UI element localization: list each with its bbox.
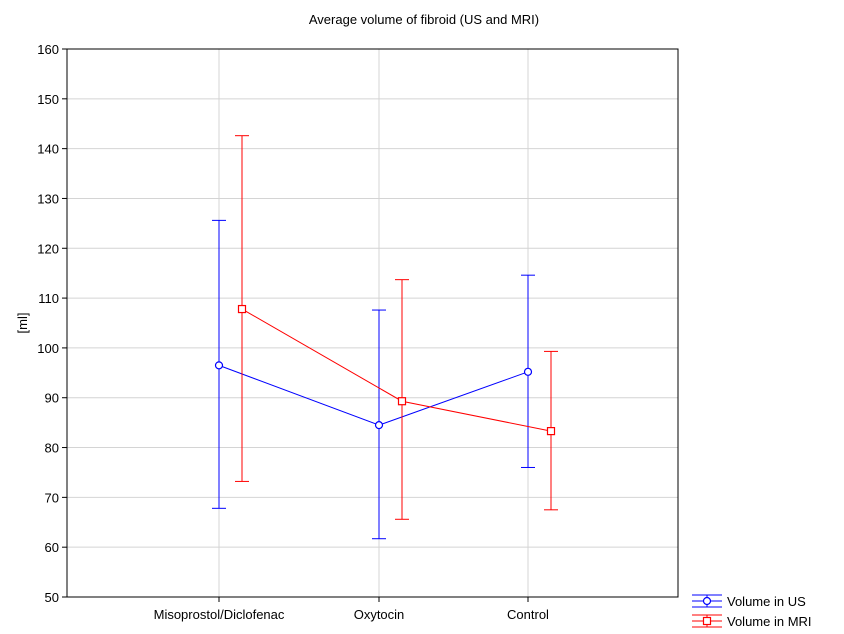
legend-label: Volume in US: [727, 594, 806, 609]
y-tick-label: 60: [45, 540, 59, 555]
y-tick-label: 90: [45, 391, 59, 406]
y-tick-label: 80: [45, 441, 59, 456]
data-point: [237, 304, 247, 314]
data-point: [523, 367, 533, 376]
y-tick-label: 150: [37, 92, 59, 107]
series-layer: [212, 135, 558, 540]
x-axis-ticks: Misoprostol/Diclofenac Oxytocin Control: [154, 597, 549, 622]
legend-item-us: Volume in US: [692, 594, 806, 609]
series-line: [218, 364, 529, 426]
data-point: [214, 361, 224, 370]
y-tick-label: 130: [37, 191, 59, 206]
legend-label: Volume in MRI: [727, 614, 812, 629]
data-point: [397, 397, 407, 406]
legend-marker: [702, 616, 712, 626]
y-tick-label: 140: [37, 142, 59, 157]
legend: Volume in US Volume in MRI: [692, 594, 812, 629]
x-tick-label: Oxytocin: [354, 607, 405, 622]
y-axis-label: [ml]: [15, 313, 30, 334]
legend-item-mri: Volume in MRI: [692, 614, 812, 629]
y-tick-label: 100: [37, 341, 59, 356]
chart-title: Average volume of fibroid (US and MRI): [309, 12, 539, 27]
y-axis-ticks: 50 60 70 80 90 100 110 120 130 140 150 160: [37, 42, 67, 605]
y-tick-label: 70: [45, 490, 59, 505]
y-tick-label: 50: [45, 590, 59, 605]
data-point: [374, 421, 384, 430]
y-tick-label: 120: [37, 241, 59, 256]
series-us: [212, 219, 535, 540]
legend-marker: [702, 596, 712, 606]
y-tick-label: 160: [37, 42, 59, 57]
series-line: [241, 308, 552, 432]
data-point: [546, 427, 556, 436]
x-tick-label: Control: [507, 607, 549, 622]
grid-lines: [67, 49, 678, 597]
series-mri: [235, 135, 558, 520]
y-tick-label: 110: [38, 291, 59, 306]
x-tick-label: Misoprostol/Diclofenac: [154, 607, 285, 622]
plot-frame: [66, 48, 679, 598]
